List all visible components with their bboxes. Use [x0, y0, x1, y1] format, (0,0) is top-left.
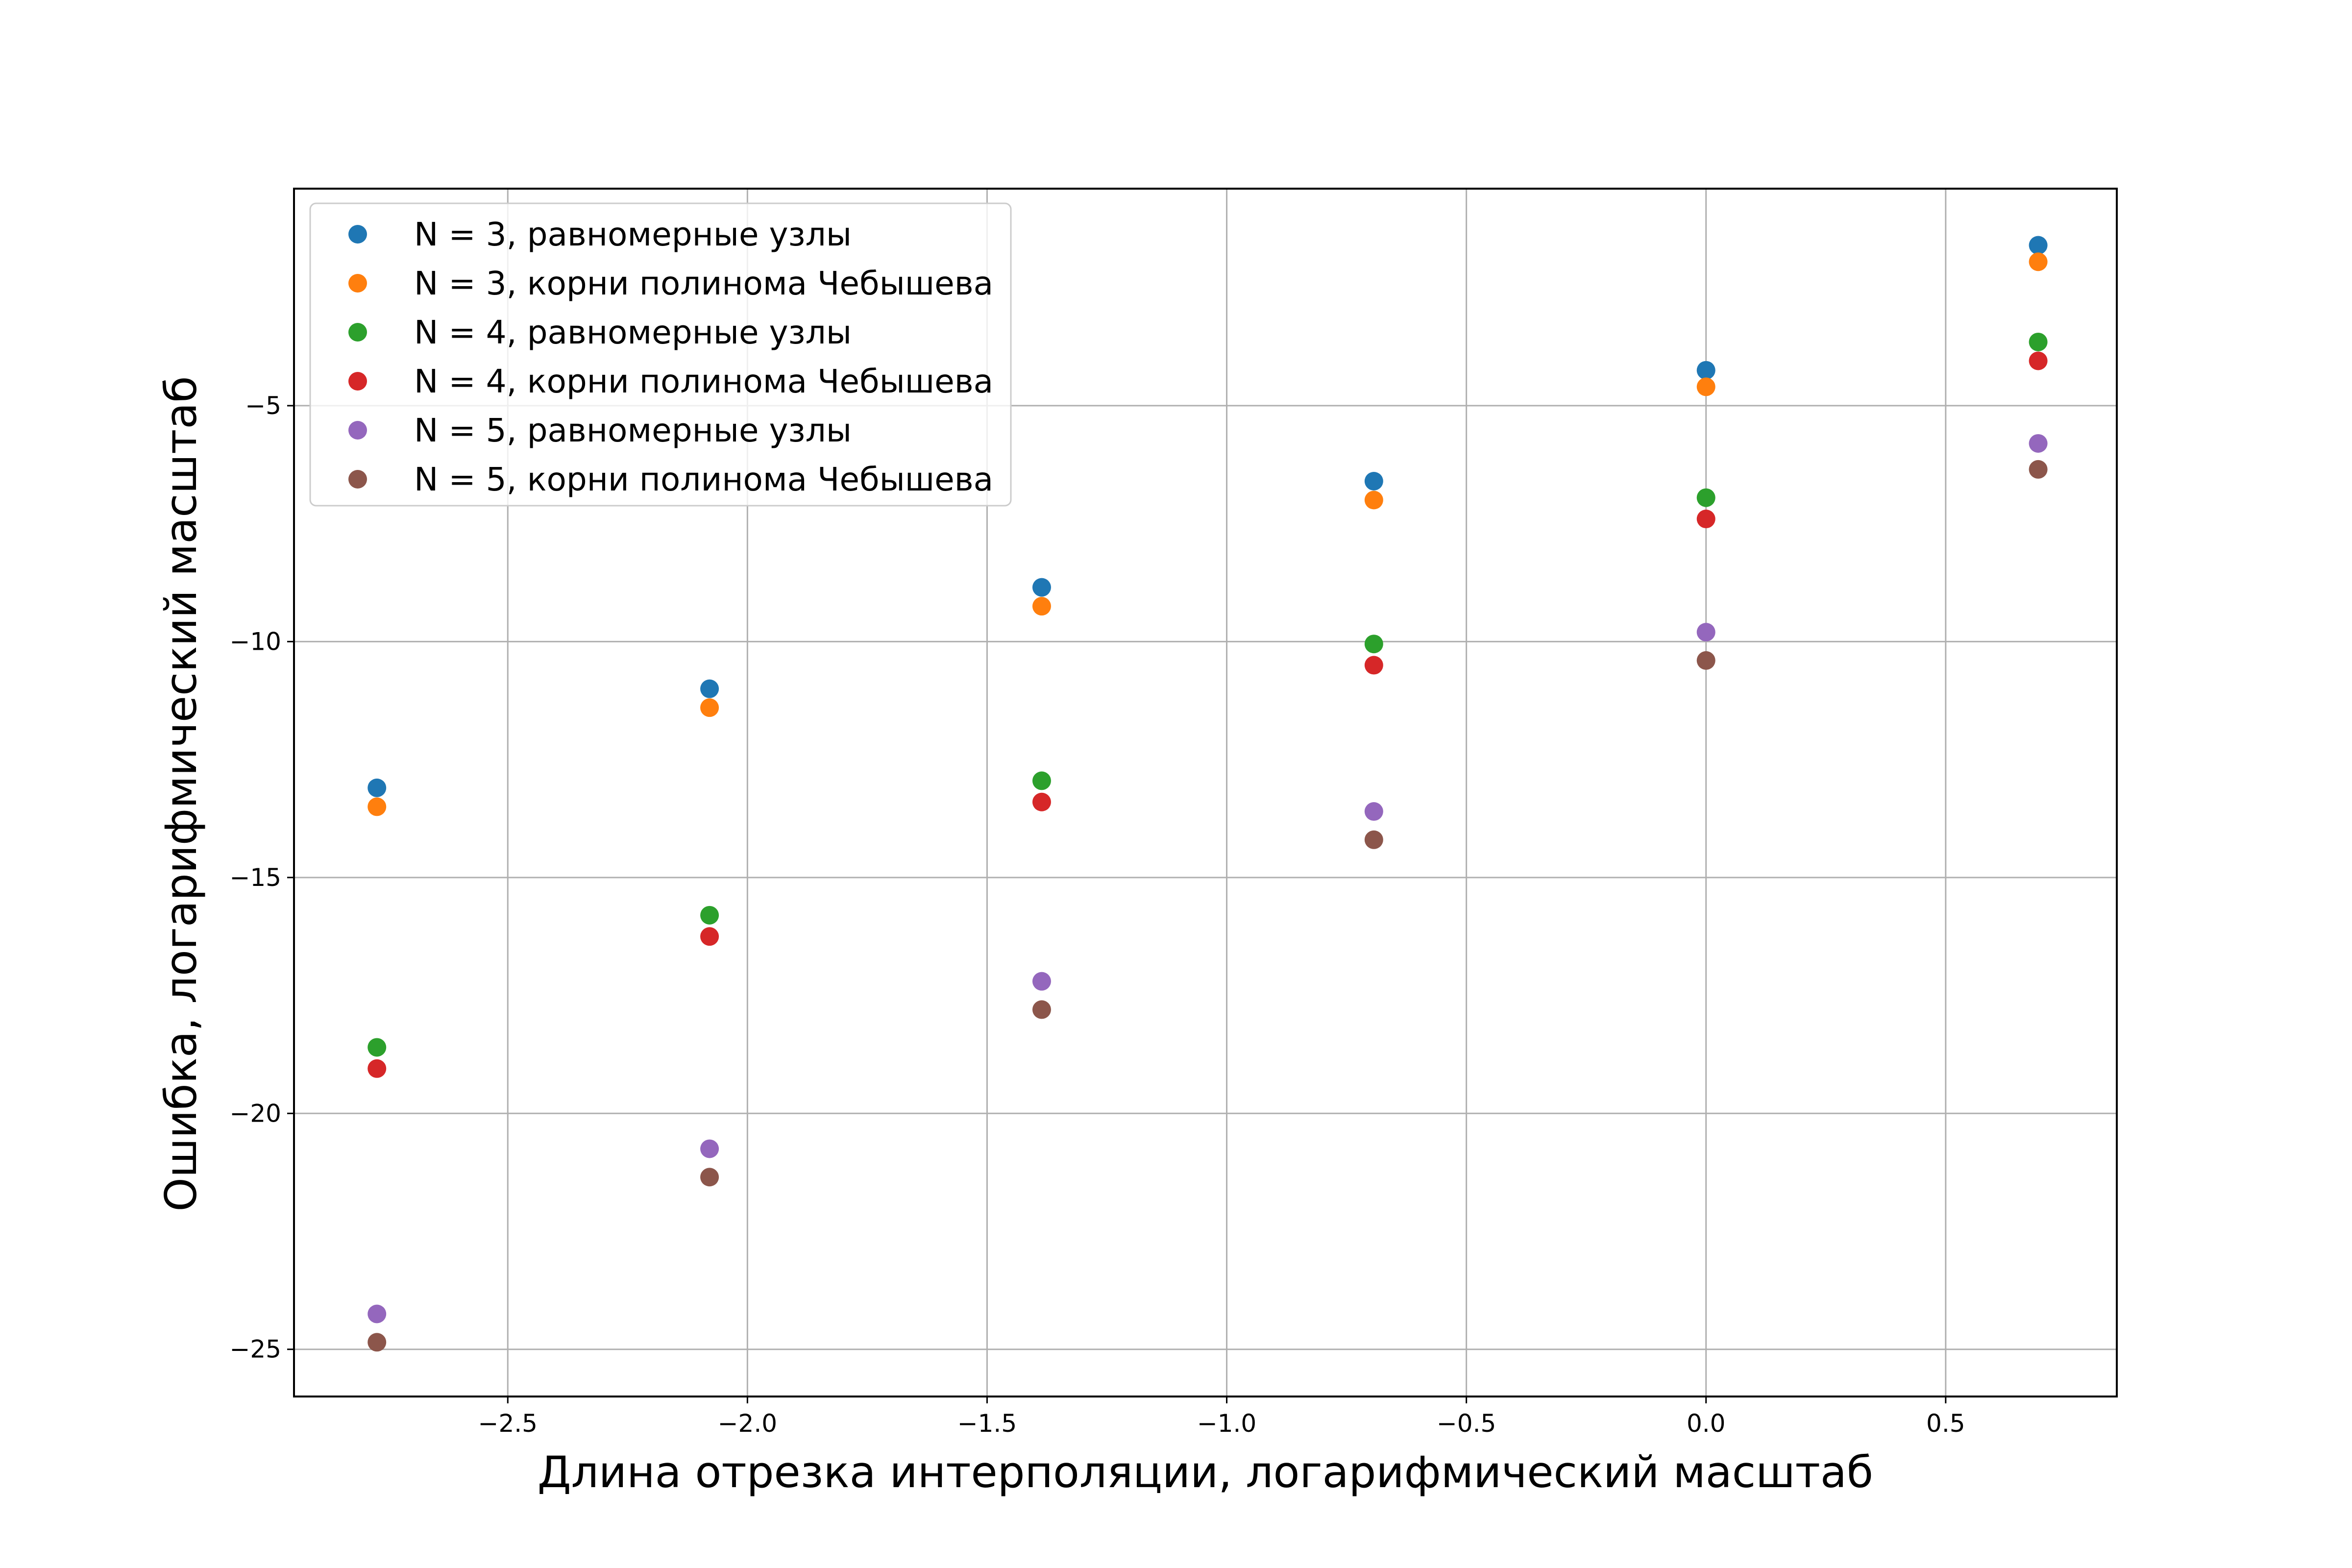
data-point	[368, 1333, 387, 1352]
legend-entry: N = 4, корни полинома Чебышева	[414, 363, 993, 400]
legend-entry: N = 3, корни полинома Чебышева	[414, 265, 993, 302]
x-tick-label: −1.5	[957, 1409, 1017, 1438]
data-point	[368, 778, 387, 797]
y-tick-label: −10	[229, 627, 281, 656]
y-tick-label: −25	[229, 1335, 281, 1364]
x-tick-label: −1.0	[1197, 1409, 1256, 1438]
data-point	[1032, 792, 1051, 811]
legend-entry: N = 4, равномерные узлы	[414, 314, 852, 351]
data-point	[1364, 802, 1383, 821]
data-points	[368, 236, 2048, 1352]
data-point	[1032, 771, 1051, 790]
data-point	[1696, 623, 1715, 642]
data-point	[700, 698, 719, 717]
data-point	[1364, 656, 1383, 675]
legend-marker	[348, 274, 367, 293]
legend-marker	[348, 470, 367, 489]
x-tick-label: 0.5	[1926, 1409, 1965, 1438]
data-point	[700, 679, 719, 698]
data-point	[1364, 490, 1383, 510]
data-point	[1696, 510, 1715, 529]
data-point	[1032, 1000, 1051, 1019]
data-point	[2029, 434, 2048, 453]
data-point	[1032, 578, 1051, 597]
data-point	[2029, 351, 2048, 370]
legend-marker	[348, 421, 367, 440]
x-axis-label: Длина отрезка интерполяции, логарифмичес…	[538, 1447, 1873, 1497]
data-point	[368, 1038, 387, 1057]
legend-entry: N = 3, равномерные узлы	[414, 216, 852, 253]
legend-entry: N = 5, корни полинома Чебышева	[414, 461, 993, 498]
y-tick-label: −5	[245, 392, 281, 420]
x-tick-label: 0.0	[1687, 1409, 1726, 1438]
data-point	[1032, 597, 1051, 616]
data-point	[368, 1304, 387, 1323]
data-point	[368, 1059, 387, 1078]
plot-frame	[293, 188, 2118, 1397]
data-point	[1364, 635, 1383, 654]
y-axis-label: Ошибка, логарифмический масштаб	[156, 376, 206, 1211]
x-tick-label: −2.5	[478, 1409, 538, 1438]
legend-marker	[348, 372, 367, 391]
legend-marker	[348, 323, 367, 342]
legend-marker	[348, 225, 367, 244]
data-point	[1364, 471, 1383, 490]
legend-box	[309, 202, 1012, 507]
data-point	[1032, 972, 1051, 991]
data-point	[700, 906, 719, 925]
y-tick-label: −15	[229, 863, 281, 892]
data-point	[368, 797, 387, 816]
x-tick-label: −2.0	[718, 1409, 777, 1438]
data-point	[700, 1139, 719, 1158]
data-point	[2029, 236, 2048, 255]
data-point	[1696, 377, 1715, 396]
y-tick-label: −20	[229, 1099, 281, 1127]
data-point	[2029, 252, 2048, 271]
x-tick-label: −0.5	[1437, 1409, 1496, 1438]
legend-entry: N = 5, равномерные узлы	[414, 412, 852, 449]
legend: N = 3, равномерные узлы N = 3, корни поли…	[309, 202, 1012, 507]
data-point	[700, 927, 719, 946]
data-point	[2029, 460, 2048, 479]
data-point	[2029, 332, 2048, 351]
data-point	[1696, 651, 1715, 670]
data-point	[1696, 488, 1715, 507]
axis-ticks: −2.5 −2.0 −1.5 −1.0 −0.5 0.0 0.5 −5 −10 −15 −20 −25	[229, 392, 1965, 1438]
data-point	[700, 1168, 719, 1187]
data-point	[1696, 361, 1715, 380]
data-point	[1364, 830, 1383, 849]
